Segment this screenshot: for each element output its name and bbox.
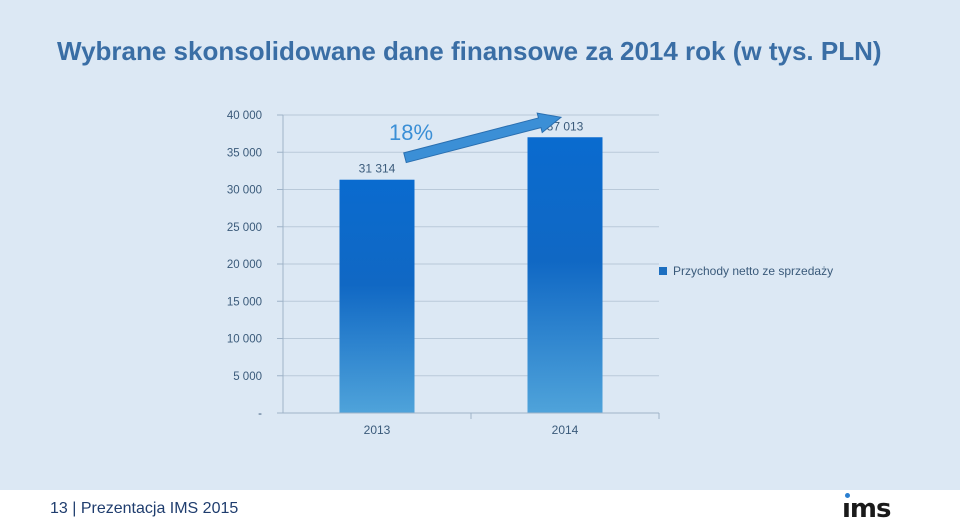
growth-percent-label: 18% [389,120,433,145]
slide-background [0,0,960,490]
growth-arrow [403,112,563,164]
y-tick-label: 20 000 [227,259,262,271]
y-tick-label: 25 000 [227,222,262,234]
bar-2013 [339,179,415,413]
legend-label: Przychody netto ze sprzedaży [673,264,834,278]
ims-logo: ıms [842,494,891,524]
footer: 13 | Prezentacja IMS 2015 [0,490,960,523]
logo-dot-icon [845,493,850,498]
y-tick-label: 40 000 [227,110,262,122]
bar-2014 [527,137,603,413]
legend: Przychody netto ze sprzedaży [659,264,833,278]
data-label-2013: 31 314 [359,162,396,176]
y-tick-label: 30 000 [227,185,262,197]
growth-arrow-shape [403,112,563,164]
y-tick-label: 15 000 [227,296,262,308]
bar-chart: - 5 000 10 000 15 000 20 000 25 000 30 000 35 0… [227,110,660,437]
x-tick-label-2013: 2013 [364,423,391,437]
chart-title: Wybrane skonsolidowane dane finansowe za… [57,36,882,66]
y-tick-label: 35 000 [227,147,262,159]
legend-swatch [659,267,667,275]
y-tick-label: - [258,408,262,420]
x-tick-label-2014: 2014 [552,423,579,437]
y-tick-label: 10 000 [227,334,262,346]
footer-text: 13 | Prezentacja IMS 2015 [50,500,239,517]
y-tick-label: 5 000 [233,371,262,383]
data-label-2014: 37 013 [547,119,584,133]
